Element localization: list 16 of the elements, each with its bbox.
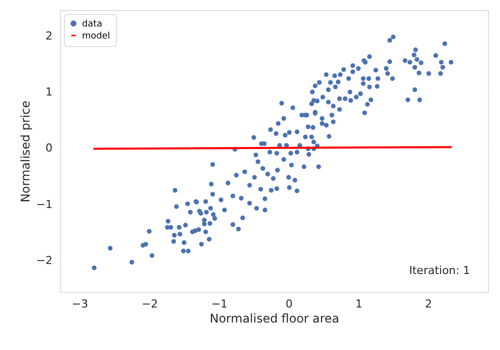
x-tick-label: 1	[355, 298, 362, 310]
y-tick-label: 0	[46, 142, 52, 155]
annotation: Iteration: 1	[409, 264, 470, 277]
x-axis-title: Normalised floor area	[210, 312, 340, 326]
y-tick-label: 2	[46, 29, 52, 42]
x-tick-label: −3	[72, 298, 88, 310]
y-tick-label: 1	[46, 86, 52, 99]
x-tick-label: −2	[142, 298, 158, 310]
legend-label: data	[82, 20, 102, 30]
y-axis-title: Normalised price	[18, 100, 32, 202]
y-tick-label: −2	[36, 254, 52, 268]
x-tick-label: 2	[425, 298, 432, 310]
legend-label: model	[82, 32, 110, 42]
x-tick-label: 0	[286, 298, 293, 310]
y-tick-label: −1	[36, 198, 52, 211]
x-tick-label: −1	[211, 298, 228, 310]
